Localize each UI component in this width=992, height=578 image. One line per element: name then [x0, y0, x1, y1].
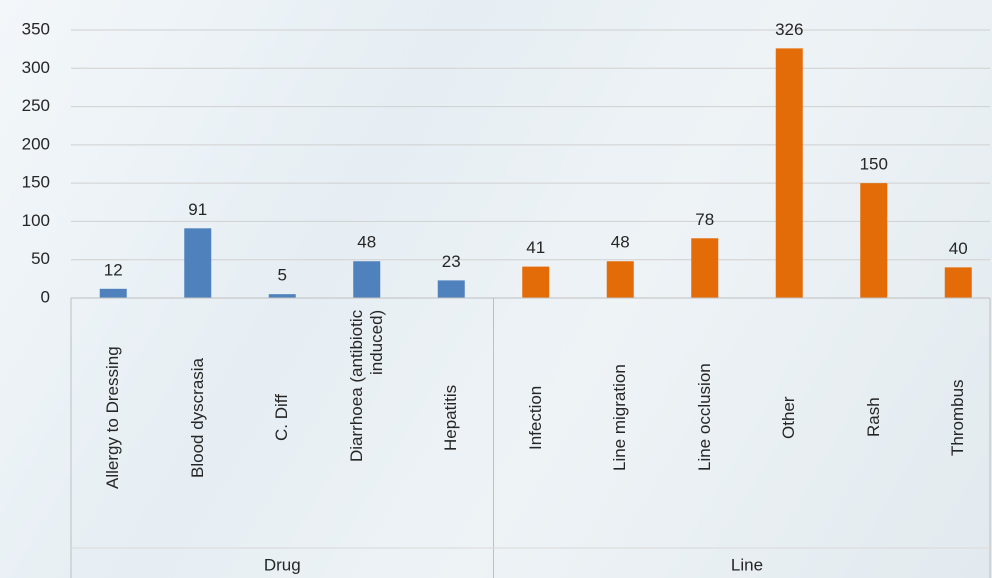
- bar: [353, 261, 381, 298]
- y-tick-label: 150: [22, 173, 50, 192]
- data-label: 91: [188, 200, 207, 219]
- group-label: Line: [731, 555, 763, 574]
- bar: [437, 280, 465, 298]
- y-tick-label: 50: [31, 249, 50, 268]
- x-tick-label: Infection: [525, 385, 545, 450]
- data-label: 48: [357, 233, 376, 252]
- data-label: 150: [860, 155, 888, 174]
- y-tick-label: 200: [22, 134, 50, 153]
- x-tick-label: Blood dyscrasia: [187, 357, 207, 478]
- y-tick-label: 250: [22, 96, 50, 115]
- y-tick-label: 350: [22, 19, 50, 38]
- x-tick-label: C. Diff: [272, 394, 292, 441]
- data-label: 326: [775, 20, 803, 39]
- bar: [944, 267, 972, 298]
- x-tick-label: Diarrhoea (antibiotic induced): [346, 310, 386, 463]
- x-tick-label: Allergy to Dressing: [103, 346, 123, 489]
- data-label: 78: [695, 210, 714, 229]
- group-label: Drug: [264, 555, 301, 574]
- data-label: 40: [949, 239, 968, 258]
- bar: [522, 266, 550, 298]
- bar: [775, 48, 803, 299]
- data-label: 5: [278, 266, 287, 285]
- x-tick-label: Thrombus: [948, 379, 968, 456]
- bar: [860, 183, 888, 298]
- data-label: 48: [611, 233, 630, 252]
- x-tick-label: Line occlusion: [694, 363, 714, 472]
- bar: [606, 261, 634, 298]
- x-tick-label: Line migration: [610, 364, 630, 471]
- y-tick-label: 100: [22, 211, 50, 230]
- y-tick-label: 300: [22, 58, 50, 77]
- data-label: 23: [442, 252, 461, 271]
- data-label: 41: [526, 238, 545, 257]
- y-tick-label: 0: [41, 287, 50, 306]
- bar: [99, 288, 127, 298]
- data-label: 12: [104, 260, 123, 279]
- x-tick-label: Other: [779, 396, 799, 439]
- bar: [184, 228, 212, 298]
- x-tick-label: Hepatitis: [441, 384, 461, 451]
- x-tick-label: Rash: [863, 397, 883, 438]
- bar: [691, 238, 719, 298]
- bar: [268, 294, 296, 298]
